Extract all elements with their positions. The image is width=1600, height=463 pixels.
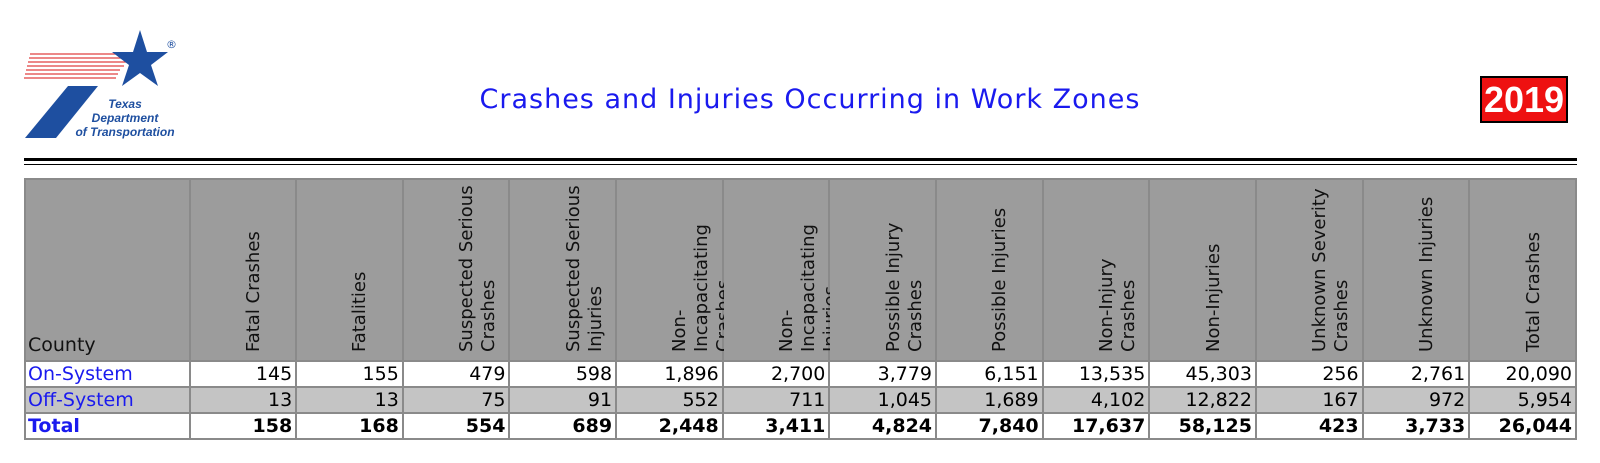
logo-line-1: Texas <box>108 97 142 111</box>
table-cell: 5,954 <box>1468 386 1577 414</box>
table-row-total: Total 158 168 554 689 2,448 3,411 4,824 … <box>24 412 1577 440</box>
column-header-unknown-severity-crashes: Unknown Severity Crashes <box>1254 178 1364 362</box>
header-divider-thin <box>24 164 1577 165</box>
column-header-non-injury-crashes: Non-Injury Crashes <box>1041 178 1151 362</box>
column-header-suspected-serious-crashes: Suspected Serious Crashes <box>401 178 511 362</box>
table-cell: 17,637 <box>1041 412 1151 440</box>
column-header-suspected-serious-injuries: Suspected Serious Injuries <box>508 178 618 362</box>
table-cell: 3,411 <box>721 412 831 440</box>
table-cell: 711 <box>721 386 831 414</box>
table-cell: 423 <box>1254 412 1364 440</box>
table-row-on-system: On-System 145 155 479 598 1,896 2,700 3,… <box>24 360 1577 388</box>
column-header-unknown-injuries: Unknown Injuries <box>1361 178 1471 362</box>
header-divider-thick <box>24 158 1577 161</box>
logo-line-3: of Transportation <box>75 125 175 139</box>
table-cell: 167 <box>1254 386 1364 414</box>
column-header-possible-injury-crashes: Possible Injury Crashes <box>828 178 938 362</box>
table-cell: 4,824 <box>828 412 938 440</box>
table-cell: 4,102 <box>1041 386 1151 414</box>
table-cell: 13,535 <box>1041 360 1151 388</box>
txdot-star-logo-icon: ® <box>24 30 177 138</box>
txdot-logo: ® Texas Department of Transportation <box>20 28 190 143</box>
table-cell: 689 <box>508 412 618 440</box>
table-cell: 155 <box>295 360 404 388</box>
column-header-non-incapacitating-injuries: Non-Incapacitating Injuries <box>721 178 841 362</box>
row-label-on-system[interactable]: On-System <box>24 360 191 388</box>
year-badge: 2019 <box>1480 76 1568 123</box>
table-cell: 6,151 <box>935 360 1044 388</box>
table-cell: 256 <box>1254 360 1364 388</box>
table-cell: 12,822 <box>1148 386 1257 414</box>
row-label-total: Total <box>24 412 191 440</box>
table-cell: 91 <box>508 386 618 414</box>
work-zone-crash-table: County Fatal Crashes Fatalities Suspecte… <box>24 178 1577 440</box>
column-header-county: County <box>24 178 191 362</box>
table-cell: 972 <box>1361 386 1471 414</box>
column-header-fatalities: Fatalities <box>295 178 404 362</box>
table-cell: 168 <box>295 412 404 440</box>
table-cell: 7,840 <box>935 412 1044 440</box>
table-cell: 1,045 <box>828 386 938 414</box>
table-cell: 45,303 <box>1148 360 1257 388</box>
table-cell: 75 <box>401 386 511 414</box>
page-title: Crashes and Injuries Occurring in Work Z… <box>479 84 1141 115</box>
table-cell: 2,700 <box>721 360 831 388</box>
table-cell: 13 <box>188 386 298 414</box>
logo-line-2: Department <box>91 111 159 125</box>
column-header-fatal-crashes: Fatal Crashes <box>188 178 298 362</box>
logo-wordmark: Texas Department of Transportation <box>60 97 190 139</box>
table-cell: 3,779 <box>828 360 938 388</box>
table-cell: 145 <box>188 360 298 388</box>
table-cell: 479 <box>401 360 511 388</box>
table-cell: 13 <box>295 386 404 414</box>
row-label-off-system[interactable]: Off-System <box>24 386 191 414</box>
table-cell: 2,761 <box>1361 360 1471 388</box>
table-cell: 26,044 <box>1468 412 1577 440</box>
table-cell: 1,896 <box>615 360 724 388</box>
table-cell: 158 <box>188 412 298 440</box>
table-cell: 598 <box>508 360 618 388</box>
table-cell: 554 <box>401 412 511 440</box>
table-cell: 20,090 <box>1468 360 1577 388</box>
table-cell: 58,125 <box>1148 412 1257 440</box>
table-cell: 1,689 <box>935 386 1044 414</box>
table-cell: 3,733 <box>1361 412 1471 440</box>
column-header-non-incapacitating-crashes: Non-Incapacitating Crashes <box>615 178 734 362</box>
table-cell: 552 <box>615 386 724 414</box>
column-header-total-crashes: Total Crashes <box>1468 178 1577 362</box>
table-row-off-system: Off-System 13 13 75 91 552 711 1,045 1,6… <box>24 386 1577 414</box>
column-header-possible-injuries: Possible Injuries <box>935 178 1044 362</box>
column-header-non-injuries: Non-Injuries <box>1148 178 1257 362</box>
table-header-row: County Fatal Crashes Fatalities Suspecte… <box>24 178 1577 362</box>
svg-text:®: ® <box>166 38 177 51</box>
table-cell: 2,448 <box>615 412 724 440</box>
